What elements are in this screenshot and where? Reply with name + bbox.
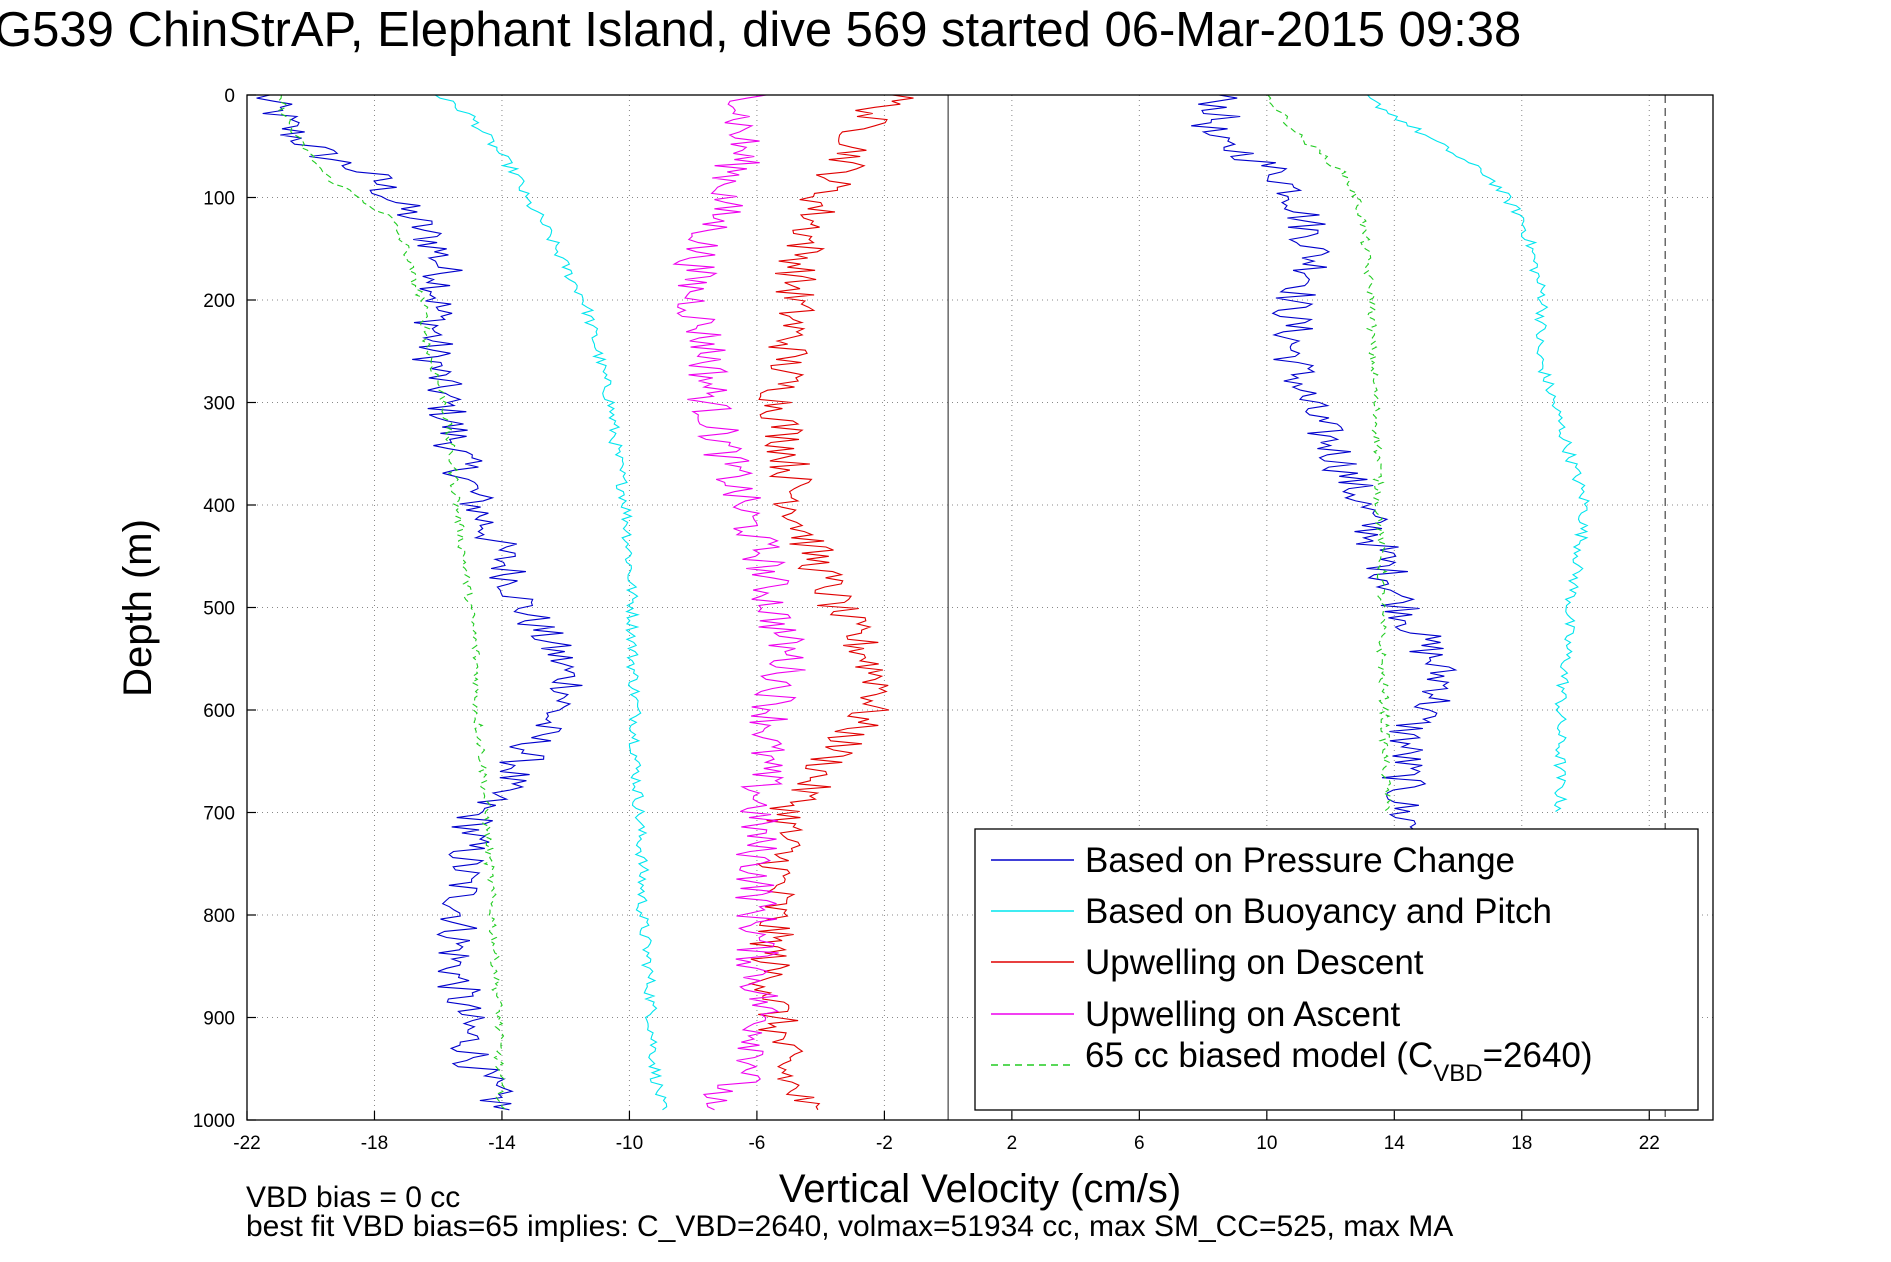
legend-box	[974, 828, 1699, 1111]
y-tick-label: 200	[203, 291, 235, 312]
y-tick-label: 500	[203, 599, 235, 620]
x-tick-label: -22	[233, 1133, 260, 1154]
x-tick-label: 10	[1256, 1133, 1277, 1154]
legend-label-descent: Upwelling on Descent	[1085, 943, 1424, 982]
x-tick-label: 2	[1007, 1133, 1018, 1154]
series-line-1-1	[1367, 94, 1590, 812]
series-line-0-0	[256, 94, 583, 1111]
y-tick-label: 100	[203, 189, 235, 210]
series-line-0-1	[1191, 94, 1458, 834]
y-tick-label: 400	[203, 496, 235, 517]
plot-frame	[246, 94, 1714, 1121]
x-tick-label: 18	[1511, 1133, 1532, 1154]
x-tick-labels: -22 -18 -14 -10 -6 -2 2 6 10 14 18 22	[233, 1133, 1660, 1154]
y-tick-label: 800	[203, 906, 235, 927]
x-tick-label: -14	[488, 1133, 516, 1154]
series-line-3-0	[672, 94, 806, 1111]
x-axis-label: Vertical Velocity (cm/s)	[779, 1167, 1181, 1211]
x-tick-label: -6	[748, 1133, 765, 1154]
legend-label-buoyancy: Based on Buoyancy and Pitch	[1085, 892, 1552, 931]
series-group	[256, 94, 1590, 1111]
y-tick-label: 900	[203, 1009, 235, 1030]
x-tick-label: 14	[1384, 1133, 1406, 1154]
legend-label-model-sub: VBD	[1433, 1060, 1482, 1087]
legend-label-model-main: 65 cc biased model (C	[1085, 1036, 1433, 1075]
x-tick-label: 22	[1639, 1133, 1660, 1154]
y-tick-label: 1000	[193, 1111, 235, 1132]
chart-title: G539 ChinStrAP, Elephant Island, dive 56…	[0, 3, 1521, 57]
series-line-4-0	[277, 94, 507, 1111]
footer-best-fit: best fit VBD bias=65 implies: C_VBD=2640…	[246, 1210, 1453, 1243]
x-tick-label: 6	[1134, 1133, 1145, 1154]
x-tick-label: -2	[876, 1133, 893, 1154]
legend-label-pressure: Based on Pressure Change	[1085, 841, 1515, 880]
reference-lines	[947, 95, 1666, 1120]
footer-vbd-bias: VBD bias = 0 cc	[246, 1181, 460, 1214]
legend-label-model-tail: =2640)	[1483, 1036, 1593, 1075]
legend-label-ascent: Upwelling on Ascent	[1085, 995, 1400, 1034]
legend-label-model: 65 cc biased model (CVBD=2640)	[1085, 1036, 1593, 1087]
x-tick-label: -10	[616, 1133, 643, 1154]
series-line-4-1	[1267, 94, 1393, 812]
y-tick-labels: 0 100 200 300 400 500 600 700 800 900 1000	[193, 86, 235, 1132]
y-tick-label: 600	[203, 701, 235, 722]
y-axis-label: Depth (m)	[116, 519, 160, 697]
series-line-1-0	[434, 94, 668, 1111]
y-tick-label: 700	[203, 804, 235, 825]
legend: Based on Pressure Change Based on Buoyan…	[974, 828, 1699, 1111]
x-tick-label: -18	[361, 1133, 388, 1154]
y-tick-label: 300	[203, 394, 235, 415]
series-line-2-0	[748, 94, 914, 1111]
grid-lines	[246, 94, 1713, 1121]
y-tick-label: 0	[224, 86, 235, 107]
